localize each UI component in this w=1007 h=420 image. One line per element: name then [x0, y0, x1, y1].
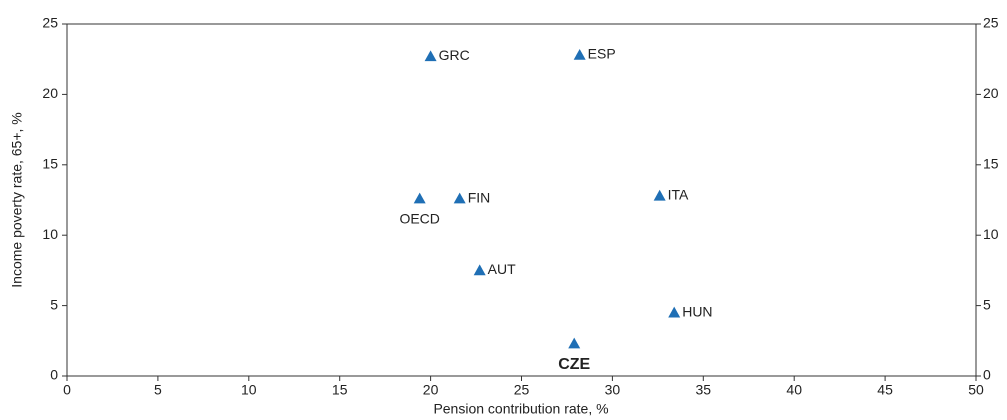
- x-tick-label: 0: [63, 382, 71, 398]
- y2-tick-label: 10: [983, 226, 999, 242]
- y-tick-label: 15: [42, 156, 58, 172]
- point: [653, 189, 666, 201]
- y-axis-label: Income poverty rate, 65+, %: [9, 112, 25, 287]
- point: [424, 50, 437, 62]
- x-tick-label: 50: [968, 382, 984, 398]
- x-tick-label: 5: [154, 382, 162, 398]
- y2-tick-label: 5: [983, 296, 991, 312]
- point: [568, 337, 581, 349]
- plot-frame: [66, 23, 977, 377]
- point-label: OECD: [399, 210, 439, 226]
- point-label: HUN: [682, 303, 712, 319]
- point: [413, 192, 426, 204]
- x-tick-label: 15: [332, 382, 348, 398]
- point-label: AUT: [488, 261, 516, 277]
- point: [453, 192, 466, 204]
- y-tick-label: 25: [42, 15, 58, 31]
- x-tick-label: 35: [696, 382, 712, 398]
- y2-tick-label: 20: [983, 85, 999, 101]
- y2-tick-label: 25: [983, 15, 999, 31]
- point-label: ITA: [668, 186, 689, 202]
- y-tick-label: 5: [50, 296, 58, 312]
- x-tick-label: 45: [877, 382, 893, 398]
- y-tick-label: 0: [50, 367, 58, 383]
- x-tick-label: 10: [241, 382, 257, 398]
- point-label: ESP: [588, 46, 616, 62]
- x-tick-label: 25: [514, 382, 530, 398]
- point: [573, 48, 586, 60]
- y2-tick-label: 15: [983, 156, 999, 172]
- point-label: FIN: [468, 189, 491, 205]
- x-tick-label: 40: [786, 382, 802, 398]
- point-label: GRC: [439, 47, 470, 63]
- point: [473, 264, 486, 276]
- y-tick-label: 10: [42, 226, 58, 242]
- y-tick-label: 20: [42, 85, 58, 101]
- x-tick-label: 20: [423, 382, 439, 398]
- y2-tick-label: 0: [983, 367, 991, 383]
- x-axis-label: Pension contribution rate, %: [433, 401, 608, 417]
- x-tick-label: 30: [605, 382, 621, 398]
- point: [668, 306, 681, 318]
- point-label: CZE: [558, 356, 590, 373]
